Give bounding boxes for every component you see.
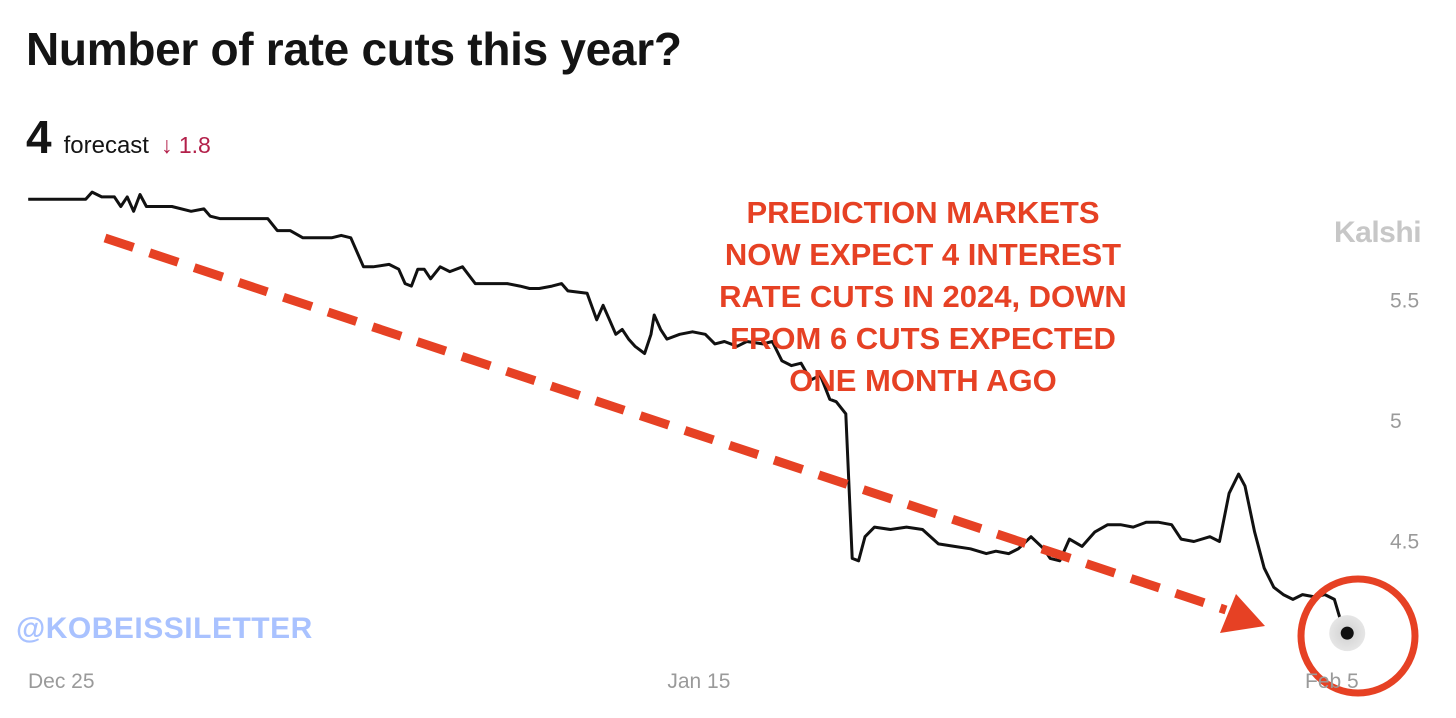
trend-arrow-line <box>103 233 1228 615</box>
series-line <box>28 190 1349 634</box>
watermark: @KOBEISSILETTER <box>16 612 313 645</box>
x-tick-label: Jan 15 <box>667 670 730 693</box>
annotation-line: NOW EXPECT 4 INTEREST <box>724 237 1122 272</box>
annotation-line: RATE CUTS IN 2024, DOWN <box>719 279 1127 314</box>
highlight-circle <box>1297 575 1419 697</box>
forecast-change: ↓ 1.8 <box>160 132 211 158</box>
y-tick-label: 5 <box>1390 410 1402 433</box>
y-tick-label: 4.5 <box>1390 531 1419 554</box>
x-tick-label: Dec 25 <box>28 670 95 693</box>
chart-title: Number of rate cuts this year? <box>26 23 682 75</box>
x-tick-label: Feb 5 <box>1305 670 1359 693</box>
annotation-line: PREDICTION MARKETS <box>746 195 1100 230</box>
current-point <box>1340 626 1354 640</box>
trend-arrow-head <box>1220 594 1265 633</box>
y-tick-label: 5.5 <box>1390 290 1419 313</box>
forecast-value: 4 <box>26 111 52 163</box>
annotation-line: FROM 6 CUTS EXPECTED <box>730 321 1116 356</box>
annotation-text: PREDICTION MARKETS NOW EXPECT 4 INTEREST… <box>648 192 1198 402</box>
trend-arrow <box>103 233 1419 697</box>
annotation-line: ONE MONTH AGO <box>789 363 1057 398</box>
forecast-row: 4 forecast ↓ 1.8 <box>26 110 211 164</box>
kalshi-logo: Kalshi <box>1334 216 1422 249</box>
forecast-label: forecast <box>63 132 149 159</box>
